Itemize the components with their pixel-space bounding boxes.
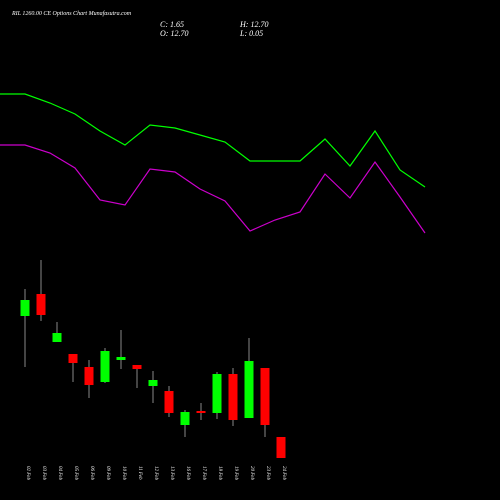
x-tick-label: 03 Feb	[41, 466, 46, 481]
candle-body	[132, 365, 142, 369]
candle-body	[68, 354, 78, 363]
high-info: H: 12.70	[239, 20, 268, 29]
candle-body	[228, 374, 238, 420]
x-tick-label: 09 Feb	[105, 466, 110, 481]
candle-body	[196, 411, 206, 413]
candle-body	[84, 367, 94, 385]
low-info: L: 0.05	[239, 29, 263, 38]
x-tick-label: 19 Feb	[233, 466, 238, 481]
x-tick-label: 11 Feb	[137, 466, 142, 480]
x-tick-label: 23 Feb	[265, 466, 270, 481]
x-tick-label: 18 Feb	[217, 466, 222, 481]
close-info: C: 1.65	[160, 20, 184, 29]
candle-body	[260, 368, 270, 425]
candle-body	[100, 351, 110, 382]
x-tick-label: 02 Feb	[25, 466, 30, 481]
candle-body	[164, 391, 174, 413]
x-tick-label: 16 Feb	[185, 466, 190, 481]
x-tick-label: 12 Feb	[153, 466, 158, 481]
x-tick-label: 10 Feb	[121, 466, 126, 481]
candle-body	[52, 333, 62, 342]
candle-body	[20, 300, 30, 316]
open-info: O: 12.70	[160, 29, 188, 38]
x-tick-label: 13 Feb	[169, 466, 174, 481]
x-tick-label: 24 Feb	[281, 466, 286, 481]
x-tick-label: 06 Feb	[89, 466, 94, 481]
candle-body	[148, 380, 158, 386]
candle-body	[36, 294, 46, 315]
candle-body	[244, 361, 254, 418]
x-tick-label: 17 Feb	[201, 466, 206, 481]
indicator-line	[0, 144, 426, 234]
x-tick-label: 20 Feb	[249, 466, 254, 481]
chart-title: RIL 1260.00 CE Options Chart Munafasutra…	[11, 10, 132, 17]
candle-body	[276, 437, 286, 458]
x-tick-label: 05 Feb	[73, 466, 78, 481]
x-tick-label: 04 Feb	[57, 466, 62, 481]
indicator-line	[0, 93, 426, 188]
candle-body	[116, 357, 126, 360]
candle-body	[212, 374, 222, 413]
candle-body	[180, 412, 190, 425]
